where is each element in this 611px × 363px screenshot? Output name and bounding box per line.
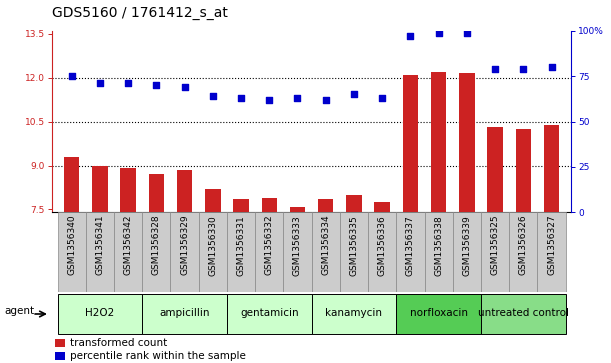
FancyBboxPatch shape (453, 212, 481, 292)
Text: GSM1356334: GSM1356334 (321, 215, 330, 276)
Text: untreated control: untreated control (478, 308, 569, 318)
Text: GSM1356336: GSM1356336 (378, 215, 387, 276)
Text: GSM1356333: GSM1356333 (293, 215, 302, 276)
FancyBboxPatch shape (86, 212, 114, 292)
Point (434, 30, 444, 36)
Point (67, 73, 76, 79)
Point (490, 66, 500, 72)
Bar (290, 207, 306, 363)
FancyBboxPatch shape (57, 294, 142, 334)
FancyBboxPatch shape (227, 294, 312, 334)
Point (152, 82, 161, 88)
FancyBboxPatch shape (57, 212, 86, 292)
Bar (318, 199, 334, 363)
Text: norfloxacin: norfloxacin (409, 308, 467, 318)
FancyBboxPatch shape (142, 212, 170, 292)
Bar (459, 73, 475, 363)
Text: agent: agent (4, 306, 34, 317)
Bar (120, 168, 136, 363)
Bar (262, 198, 277, 363)
Bar (148, 174, 164, 363)
Bar (346, 195, 362, 363)
FancyBboxPatch shape (142, 294, 227, 334)
Point (547, 64, 557, 70)
FancyBboxPatch shape (481, 294, 566, 334)
FancyBboxPatch shape (509, 212, 538, 292)
Bar (516, 129, 531, 363)
Text: GSM1356329: GSM1356329 (180, 215, 189, 276)
Text: GSM1356339: GSM1356339 (463, 215, 471, 276)
Point (180, 84, 189, 90)
Bar (54, 352, 65, 360)
FancyBboxPatch shape (538, 212, 566, 292)
FancyBboxPatch shape (368, 212, 397, 292)
Bar (177, 170, 192, 363)
Bar (54, 339, 65, 347)
Point (123, 81, 133, 86)
FancyBboxPatch shape (227, 212, 255, 292)
FancyBboxPatch shape (425, 212, 453, 292)
FancyBboxPatch shape (255, 212, 284, 292)
Text: GSM1356331: GSM1356331 (236, 215, 246, 276)
Text: percentile rank within the sample: percentile rank within the sample (70, 351, 246, 361)
Text: kanamycin: kanamycin (326, 308, 382, 318)
FancyBboxPatch shape (312, 212, 340, 292)
FancyBboxPatch shape (114, 212, 142, 292)
Text: GSM1356325: GSM1356325 (491, 215, 500, 276)
Point (349, 91, 359, 97)
Point (208, 93, 218, 99)
FancyBboxPatch shape (397, 294, 481, 334)
Text: GSM1356340: GSM1356340 (67, 215, 76, 276)
FancyBboxPatch shape (340, 212, 368, 292)
Text: GSM1356338: GSM1356338 (434, 215, 443, 276)
Text: GSM1356326: GSM1356326 (519, 215, 528, 276)
Bar (375, 202, 390, 363)
Bar (403, 75, 418, 363)
Text: GSM1356330: GSM1356330 (208, 215, 218, 276)
Text: GSM1356341: GSM1356341 (95, 215, 104, 276)
Text: ampicillin: ampicillin (159, 308, 210, 318)
Point (265, 97, 274, 103)
Text: GSM1356327: GSM1356327 (547, 215, 556, 276)
FancyBboxPatch shape (284, 212, 312, 292)
Point (321, 97, 331, 103)
FancyBboxPatch shape (481, 212, 509, 292)
Text: H2O2: H2O2 (86, 308, 114, 318)
Point (236, 95, 246, 101)
Point (293, 95, 302, 101)
Text: transformed count: transformed count (70, 338, 167, 348)
Bar (233, 199, 249, 363)
Bar (544, 125, 559, 363)
FancyBboxPatch shape (312, 294, 397, 334)
Text: GSM1356342: GSM1356342 (123, 215, 133, 275)
Text: gentamicin: gentamicin (240, 308, 299, 318)
Bar (92, 166, 108, 363)
Point (406, 33, 415, 39)
Point (462, 30, 472, 36)
Bar (205, 189, 221, 363)
Text: GDS5160 / 1761412_s_at: GDS5160 / 1761412_s_at (52, 6, 228, 20)
Bar (64, 157, 79, 363)
Bar (431, 72, 447, 363)
FancyBboxPatch shape (199, 212, 227, 292)
Point (95, 81, 105, 86)
Point (518, 66, 528, 72)
FancyBboxPatch shape (170, 212, 199, 292)
Text: GSM1356335: GSM1356335 (349, 215, 359, 276)
Text: GSM1356332: GSM1356332 (265, 215, 274, 276)
Text: GSM1356328: GSM1356328 (152, 215, 161, 276)
Text: GSM1356337: GSM1356337 (406, 215, 415, 276)
Bar (488, 127, 503, 363)
FancyBboxPatch shape (397, 212, 425, 292)
Point (377, 95, 387, 101)
